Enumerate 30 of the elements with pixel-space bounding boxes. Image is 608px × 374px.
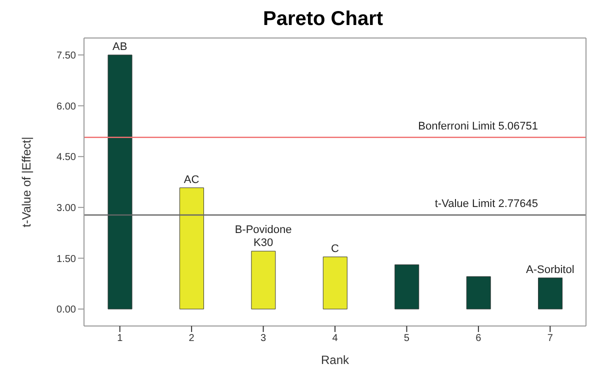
x-tick-label: 7 [547, 333, 554, 344]
bar [108, 54, 132, 310]
ref-line-label: Bonferroni Limit 5.06751 [418, 120, 538, 132]
y-tick-label: 6.00 [56, 101, 76, 112]
bar [322, 256, 348, 310]
bar [538, 278, 563, 310]
bar [466, 276, 491, 310]
x-axis-title: Rank [320, 353, 350, 367]
x-tick-label: 1 [117, 333, 124, 344]
y-tick-label: 4.50 [56, 152, 76, 164]
y-tick-label: 7.50 [56, 50, 76, 62]
annotation: AB [112, 40, 128, 53]
y-tick-label: 1.50 [56, 254, 76, 265]
annotation: B-Povidone K30 [234, 224, 292, 250]
bar [251, 250, 276, 310]
annotation: AC [184, 174, 200, 186]
x-tick-label: 6 [476, 333, 482, 344]
annotation: C [331, 242, 340, 255]
annotation: A-Sorbitol [526, 264, 574, 276]
ref-line-label: t-Value Limit 2.77645 [434, 198, 538, 210]
x-tick-label: 5 [404, 333, 410, 344]
x-tick-label: 2 [188, 333, 195, 344]
y-tick-label: 0.00 [56, 304, 76, 316]
x-tick-label: 4 [332, 333, 338, 344]
bar [179, 188, 204, 310]
y-axis-title: t-Value of |Effect| [19, 136, 34, 228]
y-tick-label: 3.00 [56, 202, 76, 214]
x-tick-label: 3 [260, 333, 267, 344]
chart-title: Pareto Chart [262, 8, 384, 32]
bar [394, 264, 420, 310]
